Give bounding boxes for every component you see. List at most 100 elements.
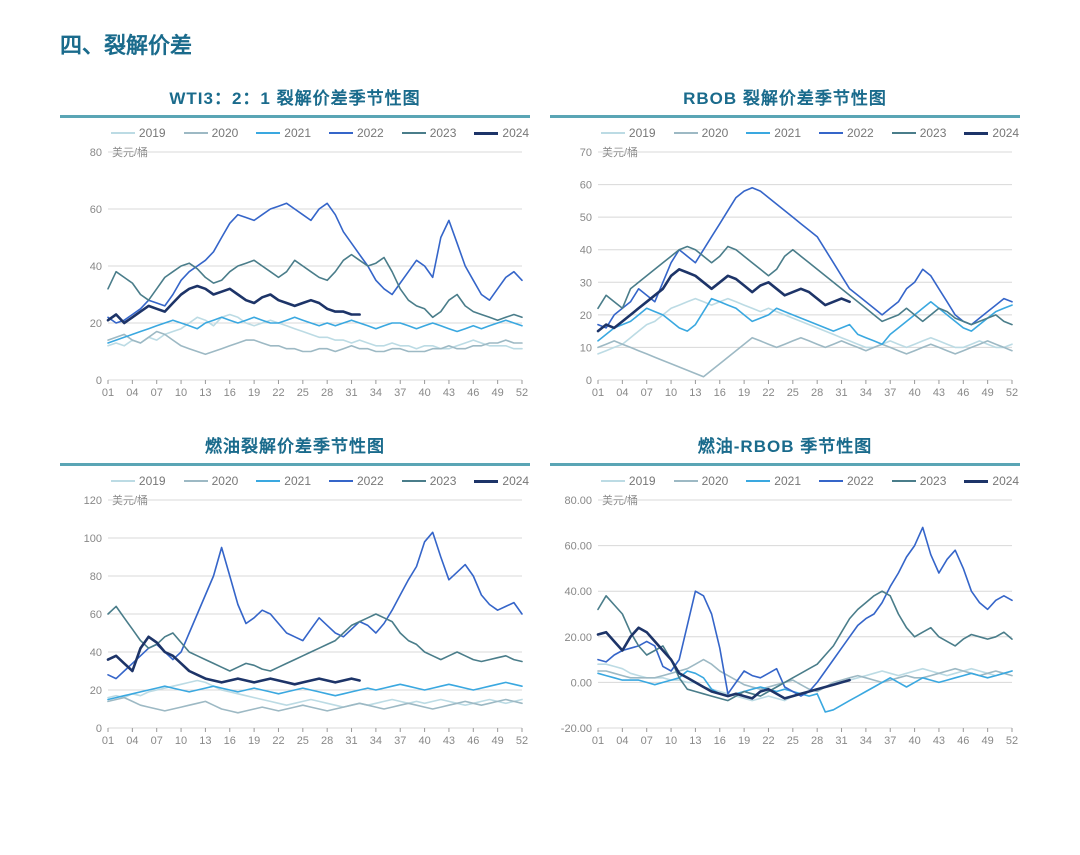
x-tick-label: 52 — [516, 735, 528, 747]
series-y2022 — [108, 532, 522, 678]
x-tick-label: 34 — [370, 735, 382, 747]
x-tick-label: 25 — [297, 735, 309, 747]
x-tick-label: 46 — [957, 735, 969, 747]
chart-title: 燃油-RBOB 季节性图 — [550, 432, 1020, 457]
legend-item-y2019: 2019 — [601, 126, 656, 140]
charts-grid: WTI3：2：1 裂解价差季节性图20192020202120222023202… — [60, 84, 1020, 752]
legend-swatch — [402, 480, 426, 482]
legend-item-y2020: 2020 — [184, 474, 239, 488]
x-tick-label: 28 — [321, 735, 333, 747]
legend-label: 2022 — [847, 126, 874, 140]
x-tick-label: 49 — [492, 387, 504, 399]
x-tick-label: 43 — [933, 735, 945, 747]
y-tick-label: 30 — [580, 277, 592, 289]
series-y2023 — [108, 606, 522, 671]
x-tick-label: 22 — [762, 387, 774, 399]
chart-divider — [60, 115, 530, 118]
x-tick-label: 49 — [982, 387, 994, 399]
y-tick-label: 20 — [90, 685, 102, 697]
legend-label: 2019 — [629, 126, 656, 140]
y-tick-label: 0 — [96, 375, 102, 387]
y-tick-label: 20 — [90, 318, 102, 330]
x-tick-label: 01 — [102, 387, 114, 399]
legend-item-y2020: 2020 — [184, 126, 239, 140]
legend-swatch — [474, 480, 498, 483]
legend-label: 2024 — [992, 126, 1019, 140]
x-tick-label: 16 — [714, 735, 726, 747]
x-tick-label: 34 — [370, 387, 382, 399]
legend-label: 2021 — [774, 474, 801, 488]
x-tick-label: 13 — [689, 387, 701, 399]
x-tick-label: 22 — [272, 735, 284, 747]
x-tick-label: 31 — [835, 387, 847, 399]
legend-label: 2019 — [139, 126, 166, 140]
legend-item-y2022: 2022 — [819, 126, 874, 140]
legend-swatch — [674, 132, 698, 134]
x-tick-label: 07 — [641, 387, 653, 399]
legend-swatch — [964, 132, 988, 135]
x-tick-label: 37 — [884, 387, 896, 399]
x-tick-label: 49 — [982, 735, 994, 747]
x-tick-label: 01 — [592, 387, 604, 399]
y-tick-label: 60.00 — [564, 541, 592, 553]
y-tick-label: 40 — [90, 261, 102, 273]
chart-rbob: RBOB 裂解价差季节性图201920202021202220232024美元/… — [550, 84, 1020, 404]
legend-label: 2023 — [920, 474, 947, 488]
x-tick-label: 31 — [345, 735, 357, 747]
legend-label: 2022 — [357, 474, 384, 488]
legend: 201920202021202220232024 — [60, 474, 530, 488]
plot-svg: 美元/桶020406080010407101316192225283134374… — [60, 144, 530, 404]
legend-label: 2020 — [702, 126, 729, 140]
legend-item-y2022: 2022 — [819, 474, 874, 488]
legend-item-y2021: 2021 — [746, 474, 801, 488]
legend-item-y2023: 2023 — [402, 126, 457, 140]
legend-label: 2019 — [629, 474, 656, 488]
legend-label: 2021 — [284, 474, 311, 488]
series-y2019 — [108, 315, 522, 349]
x-tick-label: 01 — [102, 735, 114, 747]
y-tick-label: 70 — [580, 147, 592, 159]
plot-svg: 美元/桶010203040506070010407101316192225283… — [550, 144, 1020, 404]
legend-swatch — [184, 480, 208, 482]
series-y2023 — [108, 255, 522, 321]
legend-swatch — [746, 480, 770, 482]
legend-swatch — [892, 480, 916, 482]
y-tick-label: 80 — [90, 571, 102, 583]
chart-wti: WTI3：2：1 裂解价差季节性图20192020202120222023202… — [60, 84, 530, 404]
x-tick-label: 19 — [248, 387, 260, 399]
legend-swatch — [256, 480, 280, 482]
x-tick-label: 40 — [908, 387, 920, 399]
x-tick-label: 22 — [272, 387, 284, 399]
legend-item-y2020: 2020 — [674, 474, 729, 488]
x-tick-label: 13 — [199, 735, 211, 747]
legend-item-y2023: 2023 — [892, 474, 947, 488]
x-tick-label: 13 — [199, 387, 211, 399]
x-tick-label: 28 — [811, 735, 823, 747]
x-tick-label: 13 — [689, 735, 701, 747]
legend-swatch — [184, 132, 208, 134]
x-tick-label: 16 — [714, 387, 726, 399]
legend-label: 2021 — [774, 126, 801, 140]
x-tick-label: 31 — [835, 735, 847, 747]
chart-divider — [60, 463, 530, 466]
legend-label: 2023 — [430, 474, 457, 488]
x-tick-label: 10 — [175, 387, 187, 399]
x-tick-label: 10 — [665, 735, 677, 747]
series-y2023 — [598, 247, 1012, 325]
series-y2022 — [598, 188, 1012, 328]
x-tick-label: 28 — [321, 387, 333, 399]
chart-body: 美元/桶020406080100120010407101316192225283… — [60, 492, 530, 752]
series-y2021 — [108, 682, 522, 699]
x-tick-label: 43 — [443, 387, 455, 399]
legend-label: 2024 — [502, 126, 529, 140]
y-tick-label: 0.00 — [571, 677, 592, 689]
legend-item-y2021: 2021 — [256, 126, 311, 140]
legend-swatch — [111, 480, 135, 482]
legend-swatch — [746, 132, 770, 134]
x-tick-label: 40 — [418, 735, 430, 747]
legend-label: 2019 — [139, 474, 166, 488]
plot-svg: 美元/桶020406080100120010407101316192225283… — [60, 492, 530, 752]
legend-item-y2019: 2019 — [111, 474, 166, 488]
x-tick-label: 04 — [126, 387, 138, 399]
y-tick-label: 0 — [96, 723, 102, 735]
